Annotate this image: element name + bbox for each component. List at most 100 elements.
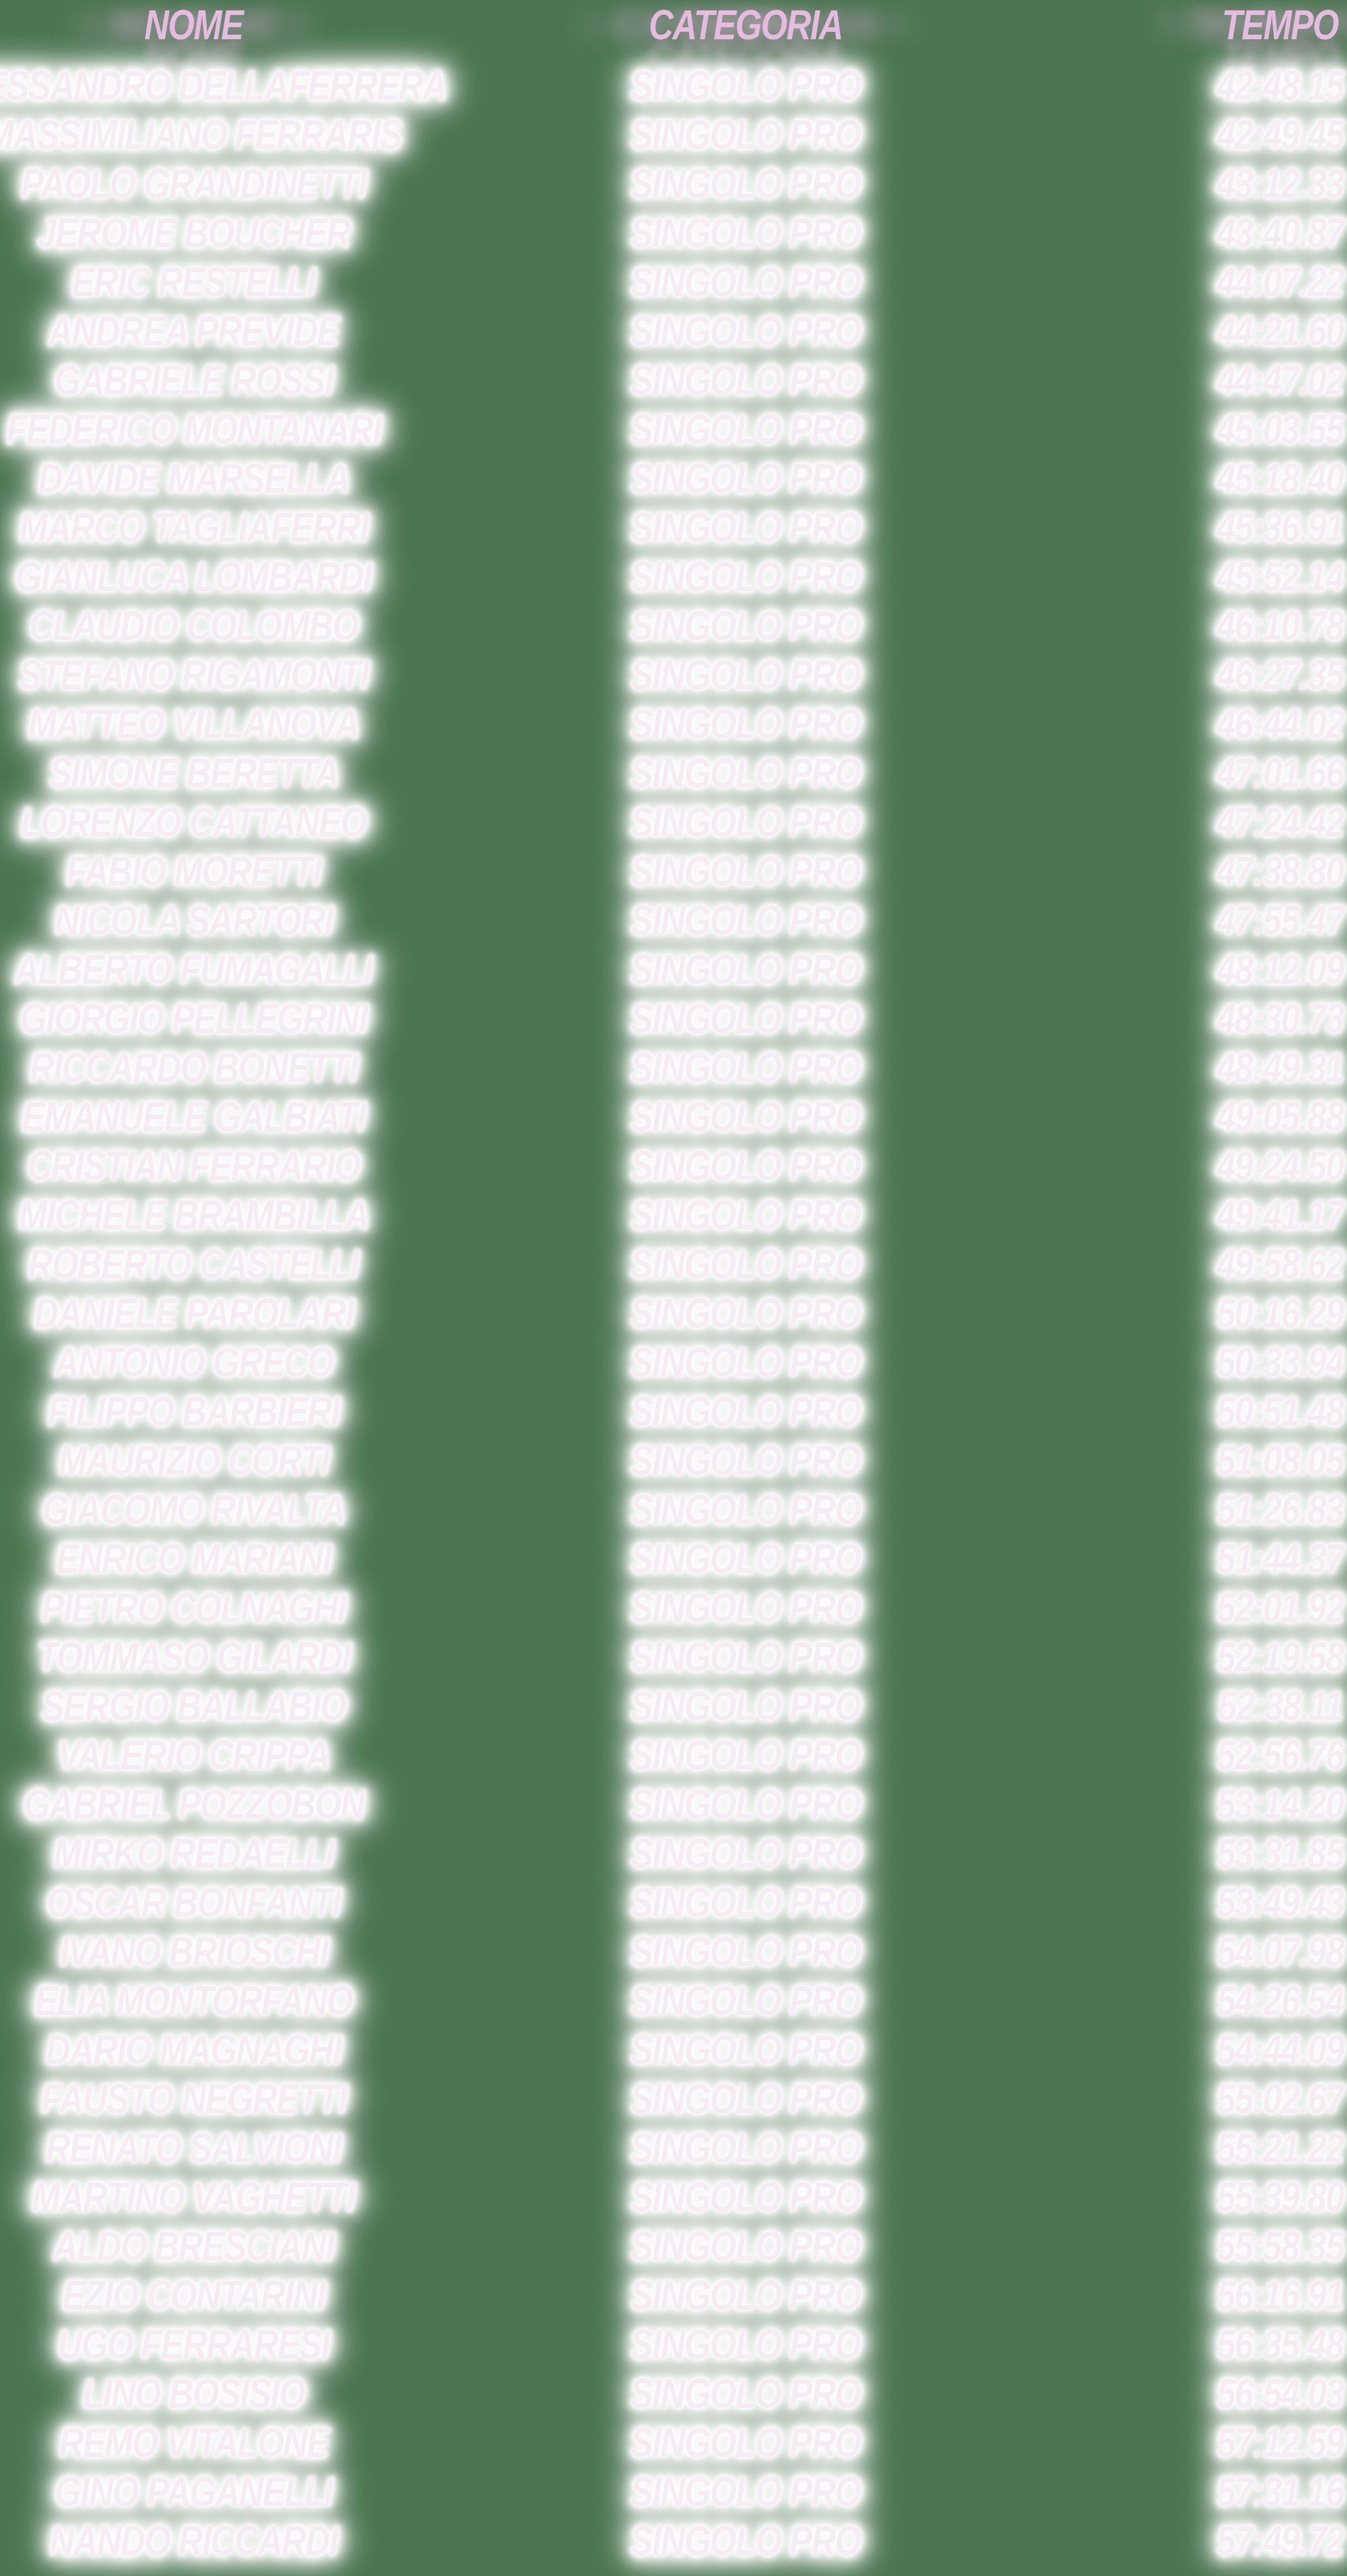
table-row-tempo-value: 43:40.87 — [1216, 212, 1344, 254]
table-row-tempo-value: 56:16.91 — [1216, 2274, 1344, 2316]
table-row-tempo-value: 48:12.09 — [1216, 949, 1344, 990]
table-row-tempo-value: 53:31.85 — [1216, 1832, 1344, 1874]
table-row-nome-value: GABRIELE ROSSI — [54, 359, 333, 401]
table-row-categoria-value: SINGOLO PRO — [630, 1096, 861, 1138]
table-row-nome-value: RICCARDO BONETTI — [29, 1047, 357, 1088]
table-row-tempo-value: 57:49.72 — [1216, 2520, 1344, 2562]
table-row-tempo-value: 54:07.98 — [1216, 1931, 1344, 1972]
table-row-nome-value: MARCO TAGLIAFERRI — [19, 507, 368, 548]
table-row-nome-value: PIETRO COLNAGHI — [42, 1587, 346, 1629]
table-row-tempo-value: 57:31.16 — [1216, 2471, 1344, 2512]
table-row-tempo-value: 55:58.35 — [1216, 2225, 1344, 2267]
table-row-categoria-value: SINGOLO PRO — [630, 850, 861, 892]
table-row-tempo-value: 44:07.22 — [1216, 261, 1344, 303]
table-row-nome-value: MIRKO REDAELLI — [53, 1832, 333, 1874]
table-row-categoria-value: SINGOLO PRO — [630, 1489, 861, 1530]
table-row-nome-value: ALESSANDRO DELLAFERRERA — [0, 65, 446, 106]
table-row-tempo-value: 55:39.80 — [1216, 2176, 1344, 2218]
table-row-tempo-value: 56:35.48 — [1216, 2324, 1344, 2365]
table-row-categoria-value: SINGOLO PRO — [630, 2225, 861, 2267]
table-row-nome-value: LINO BOSISIO — [83, 2373, 305, 2414]
table-row-nome-value: FILIPPO BARBIERI — [47, 1391, 339, 1432]
table-row-categoria-value: SINGOLO PRO — [630, 2324, 861, 2365]
table-row-tempo-value: 51:26.83 — [1216, 1489, 1344, 1530]
table-row-categoria-value: SINGOLO PRO — [630, 2471, 861, 2512]
table-row-nome-value: SIMONE BERETTA — [49, 752, 339, 794]
table-row-nome-value: DARIO MAGNAGHI — [46, 2029, 342, 2071]
table-row-tempo-value: 50:16.29 — [1216, 1292, 1344, 1334]
table-row-nome-value: GINO PAGANELLI — [54, 2471, 332, 2512]
table-row-nome-value: IVANO BRIOSCHI — [60, 1931, 328, 1972]
table-row-nome-value: MICHELE BRAMBILLA — [18, 1194, 368, 1236]
table-row-nome-value: ANTONIO GRECO — [54, 1341, 333, 1383]
table-row-categoria-value: SINGOLO PRO — [630, 2373, 861, 2414]
table-row-categoria-value: SINGOLO PRO — [630, 2176, 861, 2218]
table-row-nome-value: PAOLO GRANDINETTI — [21, 163, 366, 205]
table-row-nome-value: MASSIMILIANO FERRARIS — [0, 114, 402, 155]
table-row-nome-value: GIACOMO RIVALTA — [42, 1489, 344, 1530]
table-row-categoria-value: SINGOLO PRO — [630, 1145, 861, 1187]
table-row-categoria-value: SINGOLO PRO — [630, 1440, 861, 1481]
table-row-categoria-value: SINGOLO PRO — [630, 899, 861, 941]
table-row-categoria-value: SINGOLO PRO — [630, 949, 861, 990]
table-row-categoria-value: SINGOLO PRO — [630, 1341, 861, 1383]
table-row-categoria-value: SINGOLO PRO — [630, 212, 861, 254]
table-row-tempo-value: 51:08.05 — [1216, 1440, 1344, 1481]
table-row-tempo-value: 49:05.88 — [1216, 1096, 1344, 1138]
table-row-categoria-value: SINGOLO PRO — [630, 163, 861, 205]
table-row-nome-value: ALBERTO FUMAGALLI — [14, 949, 372, 990]
table-row-categoria-value: SINGOLO PRO — [630, 556, 861, 597]
table-row-nome-value: TOMMASO GILARDI — [37, 1636, 350, 1678]
table-row-tempo-value: 53:14.20 — [1216, 1783, 1344, 1825]
table-row-nome-value: FAUSTO NEGRETTI — [41, 2078, 347, 2120]
table-row-categoria-value: SINGOLO PRO — [630, 998, 861, 1039]
table-row-categoria-value: SINGOLO PRO — [630, 1292, 861, 1334]
table-row-nome-value: EZIO CONTARINI — [62, 2274, 325, 2316]
table-row-categoria-value: SINGOLO PRO — [630, 1734, 861, 1776]
table-row-nome-value: LORENZO CATTANEO — [21, 801, 366, 843]
table-row-tempo-value: 51:44.37 — [1216, 1538, 1344, 1579]
table-row-tempo-value: 47:24.42 — [1216, 801, 1344, 843]
table-row-categoria-value: SINGOLO PRO — [630, 1931, 861, 1972]
table-row-tempo-value: 52:38.11 — [1218, 1685, 1342, 1727]
table-row-tempo-value: 43:12.33 — [1216, 163, 1344, 205]
table-row-categoria-value: SINGOLO PRO — [630, 1047, 861, 1088]
table-row-tempo-value: 54:44.09 — [1216, 2029, 1344, 2071]
table-row-tempo-value: 52:56.76 — [1216, 1734, 1344, 1776]
table-row-tempo-value: 44:47.02 — [1216, 359, 1344, 401]
table-row-nome-value: STEFANO RIGAMONTI — [18, 654, 368, 696]
table-row-tempo-value: 52:19.58 — [1216, 1636, 1344, 1678]
table-row-categoria-value: SINGOLO PRO — [630, 507, 861, 548]
table-row-categoria-value: SINGOLO PRO — [630, 65, 861, 106]
table-row-categoria-value: SINGOLO PRO — [630, 1587, 861, 1629]
table-row-tempo-value: 56:54.03 — [1216, 2373, 1344, 2414]
table-row-nome-value: FEDERICO MONTANARI — [6, 408, 381, 450]
table-row-tempo-value: 45:18.40 — [1216, 458, 1344, 499]
table-row-tempo-value: 47:01.66 — [1216, 752, 1344, 794]
table-row-tempo-value: 46:27.35 — [1216, 654, 1344, 696]
table-row-categoria-value: SINGOLO PRO — [630, 359, 861, 401]
table-row-nome-value: GIORGIO PELLEGRINI — [20, 998, 367, 1039]
table-row-nome-value: RENATO SALVIONI — [46, 2127, 341, 2169]
table-row-tempo-value: 45:52.14 — [1216, 556, 1344, 597]
table-row-tempo-value: 52:01.92 — [1216, 1587, 1344, 1629]
table-row-nome-value: ALDO BRESCIANI — [53, 2225, 333, 2267]
table-row-categoria-value: SINGOLO PRO — [630, 1882, 861, 1923]
table-row-tempo-value: 50:51.48 — [1216, 1391, 1344, 1432]
table-row-categoria-value: SINGOLO PRO — [630, 2127, 861, 2169]
table-row-categoria-value: SINGOLO PRO — [630, 2422, 861, 2463]
table-row-nome-value: MAURIZIO CORTI — [58, 1440, 329, 1481]
table-row-nome-value: DAVIDE MARSELLA — [38, 458, 349, 499]
table-row-nome-value: ERIC RESTELLI — [72, 261, 316, 303]
table-row-nome-value: ENRICO MARIANI — [56, 1538, 331, 1579]
table-row-tempo-value: 44:21.60 — [1216, 310, 1344, 352]
chroma-overlay-canvas: { "overlay": { "background_color": "#4a7… — [0, 0, 1347, 2576]
table-row-categoria-value: SINGOLO PRO — [630, 2520, 861, 2562]
table-row-tempo-value: 49:41.17 — [1216, 1194, 1344, 1236]
table-row-nome-value: DANIELE PAROLARI — [34, 1292, 353, 1334]
table-row-nome-value: VALERIO CRIPPA — [58, 1734, 329, 1776]
table-row-nome-value: SERGIO BALLABIO — [42, 1685, 346, 1727]
table-row-categoria-value: SINGOLO PRO — [630, 1391, 861, 1432]
table-row-nome-value: REMO VITALONE — [59, 2422, 328, 2463]
table-row-tempo-value: 42:49.45 — [1216, 114, 1344, 155]
